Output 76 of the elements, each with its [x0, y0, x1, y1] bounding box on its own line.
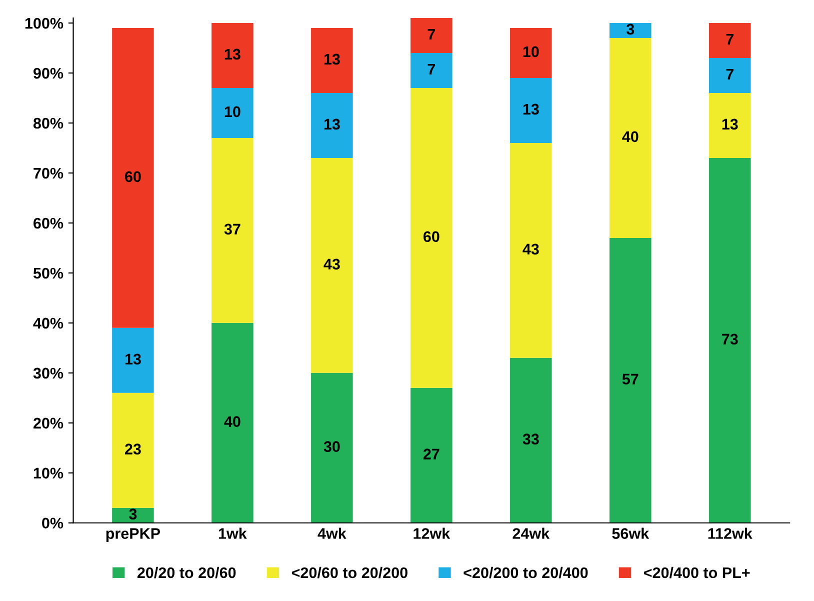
x-tick-label: 1wk — [218, 528, 247, 539]
data-label: 10 — [224, 106, 240, 118]
legend-label: 20/20 to 20/60 — [137, 566, 236, 578]
data-label: 7 — [428, 28, 435, 40]
y-tick-label: 90% — [33, 68, 64, 79]
bar — [708, 158, 751, 523]
x-tick-label: 24wk — [512, 528, 550, 539]
y-tick-label: 20% — [33, 418, 64, 429]
y-tick-label: 100% — [25, 18, 64, 29]
data-label: 13 — [324, 118, 340, 130]
bar — [410, 88, 452, 388]
data-label: 13 — [523, 104, 539, 115]
bar — [610, 238, 652, 523]
bar — [212, 138, 254, 323]
bar — [410, 18, 452, 54]
data-label: 7 — [428, 64, 435, 74]
bar — [610, 23, 652, 38]
data-label: 23 — [124, 444, 141, 455]
bar — [610, 38, 652, 238]
y-tick-label: 40% — [33, 318, 64, 329]
x-tick-label: 56wk — [612, 528, 650, 539]
bar — [311, 93, 353, 158]
data-label: 13 — [125, 354, 141, 365]
bar — [708, 93, 751, 158]
bar — [212, 88, 254, 138]
data-label: 13 — [722, 118, 738, 130]
data-label: 3 — [129, 508, 137, 520]
bar — [510, 358, 552, 523]
bar — [212, 23, 254, 88]
data-label: 37 — [224, 224, 240, 235]
data-label: 57 — [622, 374, 638, 385]
data-label: 60 — [125, 171, 141, 182]
y-tick-label: 10% — [34, 468, 64, 479]
bar — [112, 508, 154, 523]
bar — [510, 142, 552, 358]
bar — [410, 53, 452, 88]
x-tick-label: prePKP — [106, 528, 160, 542]
y-tick-label: 60% — [34, 218, 64, 229]
bar — [311, 372, 353, 523]
x-tick-label: 112wk — [708, 528, 752, 539]
data-label: 10 — [523, 46, 539, 58]
legend-label: <20/60 to 20/200 — [292, 566, 408, 578]
data-label: 13 — [224, 48, 240, 60]
bar — [112, 28, 154, 328]
data-label: 27 — [423, 448, 440, 460]
x-tick-label: 4wk — [318, 528, 346, 539]
bar — [708, 23, 751, 58]
data-label: 33 — [522, 434, 539, 445]
data-label: 60 — [423, 231, 440, 242]
bar — [510, 78, 552, 143]
x-tick-label: 12wk — [414, 528, 450, 539]
data-label: 3 — [626, 24, 634, 35]
data-label: 7 — [726, 34, 734, 44]
y-tick-label: 70% — [34, 168, 64, 179]
bar — [311, 158, 353, 373]
data-label: 7 — [726, 68, 734, 80]
data-label: 43 — [324, 258, 340, 270]
bar — [212, 322, 254, 523]
data-label: 40 — [622, 131, 638, 142]
bar — [708, 58, 751, 94]
bar — [510, 28, 552, 78]
y-tick-label: 30% — [33, 368, 64, 379]
data-label: 73 — [722, 334, 738, 345]
legend-label: <20/200 to 20/400 — [464, 566, 588, 578]
y-tick-label: 50% — [33, 268, 64, 279]
data-label: 30 — [324, 441, 340, 452]
data-label: 40 — [224, 416, 240, 428]
data-label: 43 — [522, 244, 539, 255]
legend-label: <20/400 to PL+ — [644, 566, 750, 578]
bar — [311, 28, 353, 94]
data-label: 13 — [324, 54, 340, 65]
bar — [112, 392, 154, 508]
bar — [112, 328, 154, 393]
y-tick-label: 80% — [33, 118, 64, 129]
y-tick-label: 0% — [42, 518, 64, 529]
bar — [410, 388, 452, 523]
